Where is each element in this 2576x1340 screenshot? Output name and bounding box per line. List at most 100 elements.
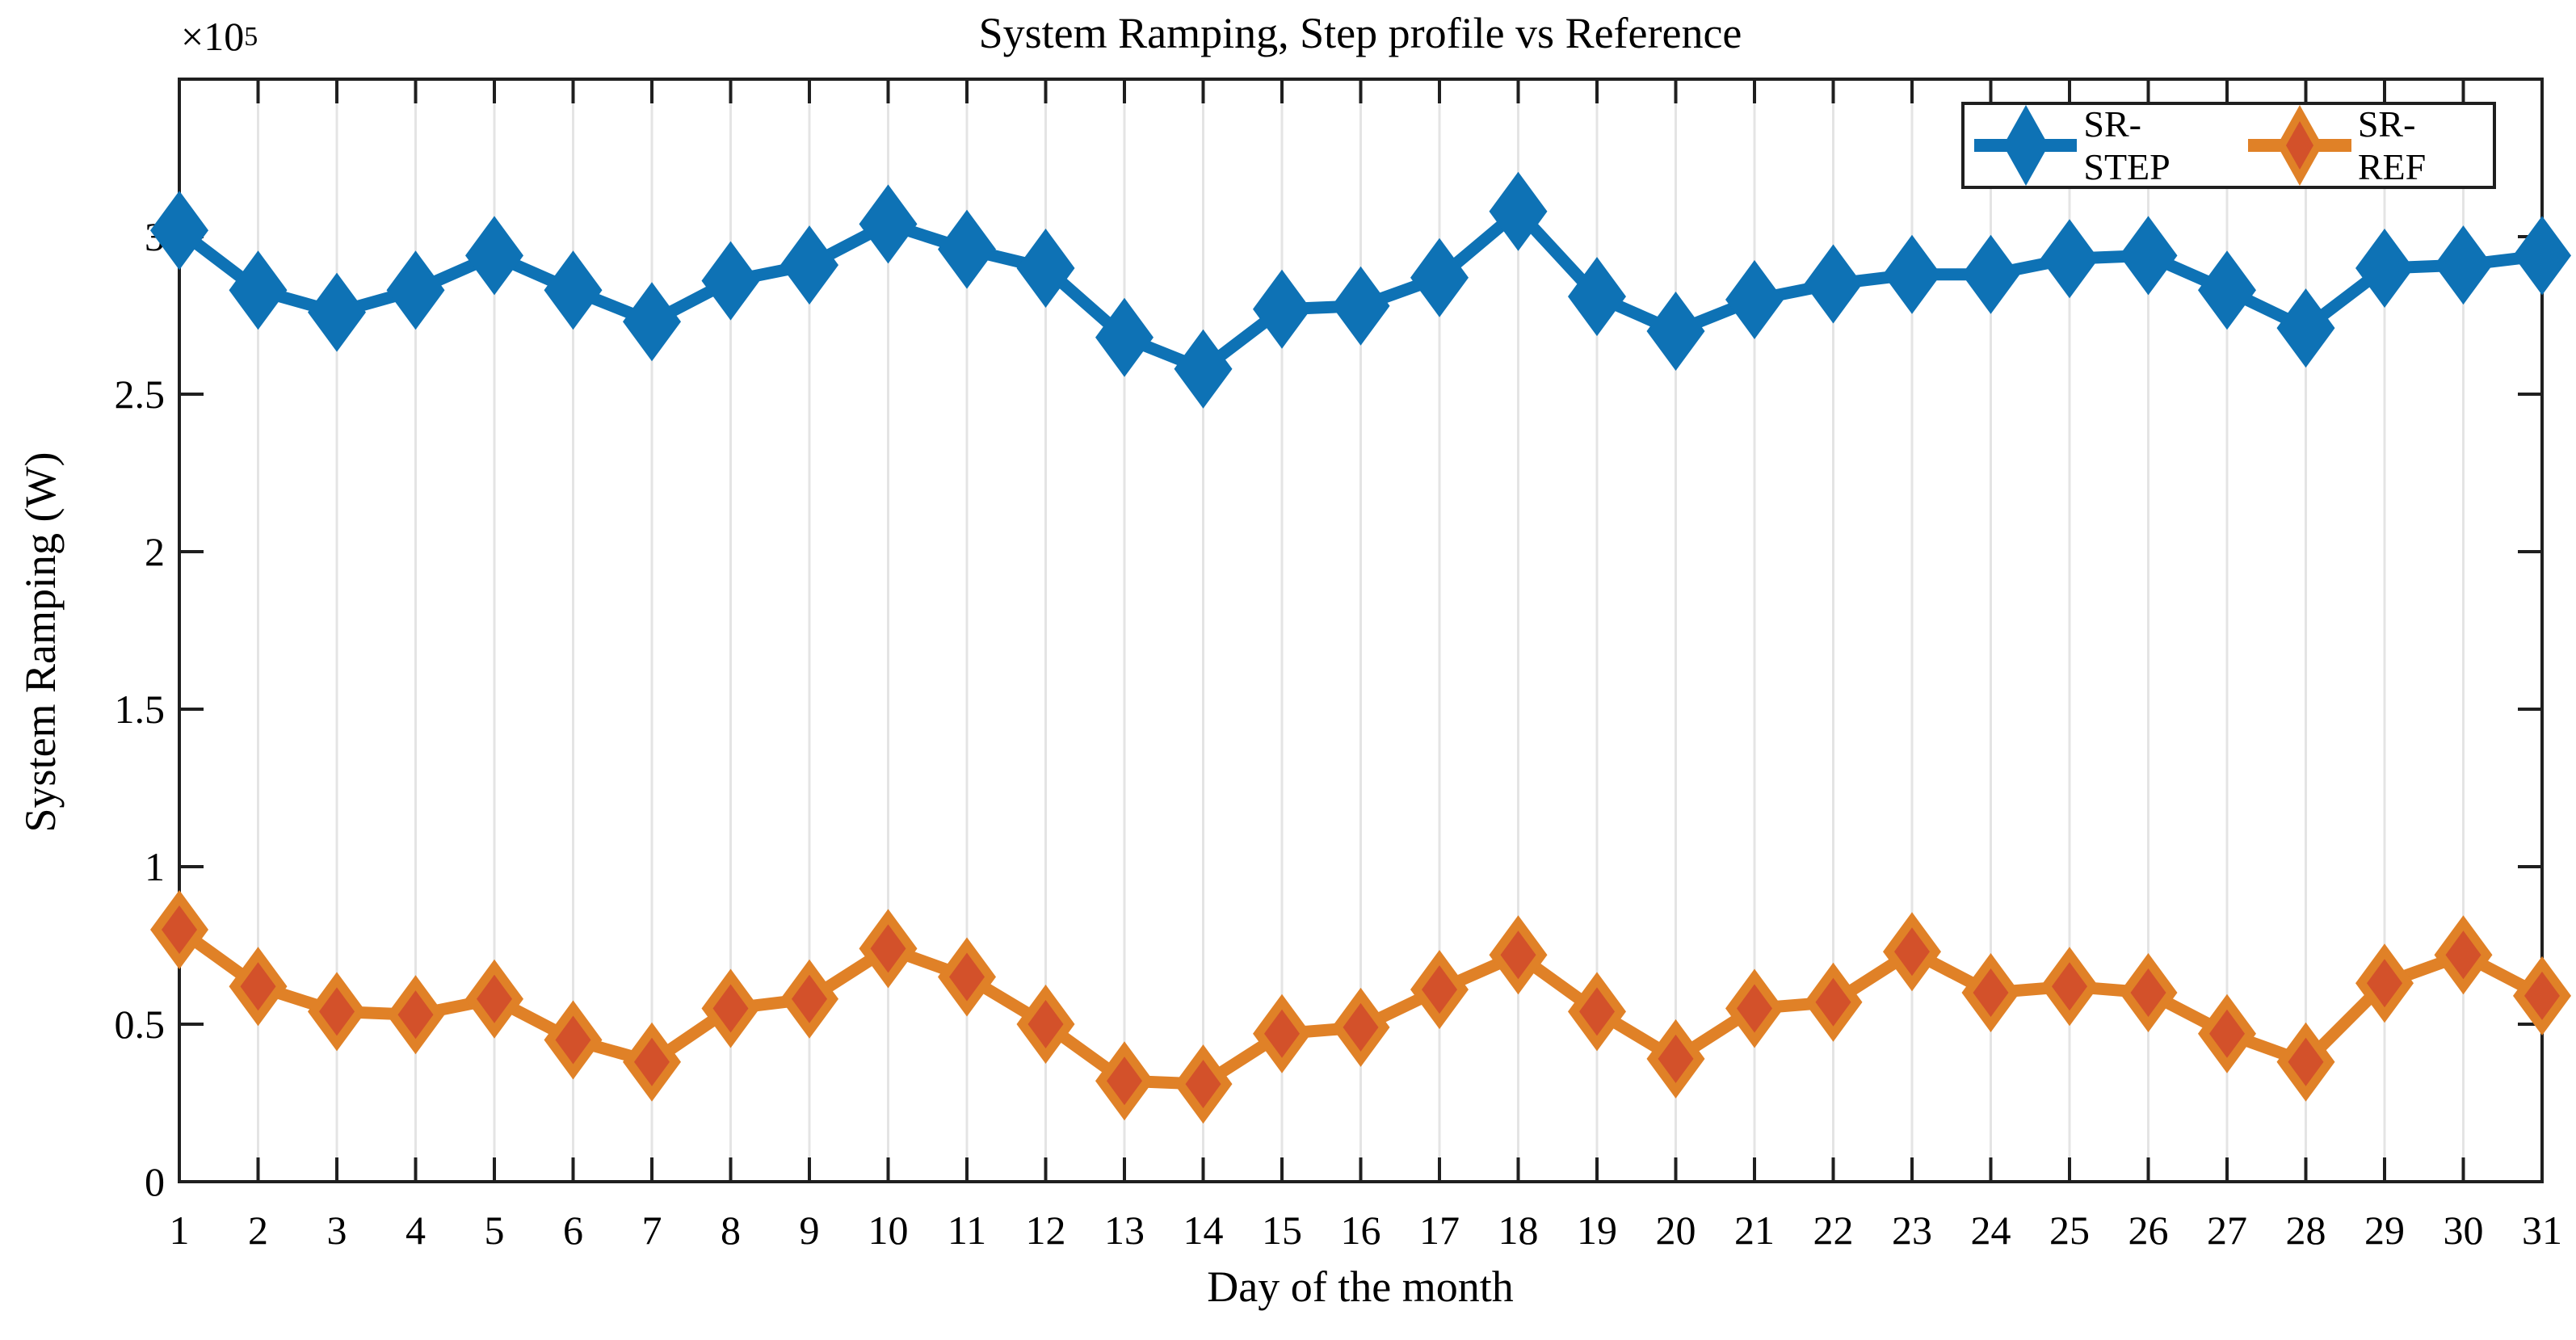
sr-step-marker [1331, 266, 1390, 346]
sr-ref-marker-face [162, 905, 197, 954]
sr-ref-marker-face [1422, 965, 1457, 1014]
sr-ref-marker-face [2052, 962, 2087, 1011]
x-tick-label: 24 [1971, 1208, 2011, 1253]
legend-label-sr-ref: SR-REF [2357, 103, 2427, 187]
sr-step-marker [701, 241, 760, 321]
sr-ref-marker-face [634, 1037, 670, 1086]
sr-ref-marker-face [1027, 1000, 1064, 1048]
x-tick-label: 2 [248, 1208, 268, 1253]
x-tick-label: 8 [721, 1208, 741, 1253]
sr-step-marker [2040, 219, 2099, 299]
x-tick-label: 19 [1577, 1208, 1617, 1253]
sr-ref-marker-face [477, 974, 512, 1023]
legend-entry-sr-step: SR-STEP [1974, 103, 2227, 188]
sr-step-marker [465, 216, 523, 296]
x-tick-label: 28 [2286, 1208, 2326, 1253]
sr-ref-marker-face [1185, 1060, 1221, 1109]
y-tick-label: 1.5 [115, 687, 166, 732]
y-axis-multiplier: ×105 [181, 13, 258, 60]
x-tick-label: 6 [563, 1208, 583, 1253]
x-tick-label: 3 [327, 1208, 347, 1253]
sr-ref-marker-face [712, 984, 749, 1033]
x-tick-label: 9 [800, 1208, 820, 1253]
x-tick-label: 5 [485, 1208, 505, 1253]
x-tick-label: 11 [948, 1208, 986, 1253]
legend-entry-sr-ref: SR-REF [2248, 103, 2483, 188]
x-tick-label: 17 [1419, 1208, 1460, 1253]
sr-step-marker [859, 184, 918, 264]
sr-step-marker [229, 250, 288, 330]
y-axis-label: System Ramping (W) [16, 452, 65, 833]
sr-step-legend-marker-icon [1974, 105, 2078, 186]
sr-step-marker [1174, 329, 1233, 409]
sr-ref-marker-face [240, 962, 276, 1011]
x-tick-label: 13 [1104, 1208, 1145, 1253]
sr-ref-marker-face [1500, 930, 1536, 980]
sr-ref-marker-face [1343, 1002, 1379, 1052]
sr-ref-marker-face [1737, 984, 1772, 1033]
sr-step-marker [1253, 269, 1311, 349]
sr-step-marker [1016, 229, 1075, 308]
sr-ref-marker-face [319, 987, 355, 1036]
x-tick-label: 16 [1341, 1208, 1381, 1253]
sr-ref-marker-face [2445, 930, 2481, 980]
x-tick-label: 15 [1262, 1208, 1302, 1253]
sr-ref-marker-face [1579, 987, 1615, 1036]
sr-ref-marker-face [2209, 1009, 2245, 1058]
sr-step-marker [1883, 234, 1941, 314]
y-tick-label: 1 [145, 844, 165, 889]
sr-ref-marker-face [1973, 968, 2009, 1017]
y-tick-label: 0 [145, 1159, 165, 1204]
x-tick-label: 26 [2128, 1208, 2169, 1253]
sr-ref-marker-face [870, 924, 906, 973]
x-tick-label: 23 [1892, 1208, 1932, 1253]
sr-ref-marker-face [949, 952, 985, 1002]
x-tick-label: 31 [2522, 1208, 2562, 1253]
sr-ref-marker-face [2288, 1037, 2324, 1086]
sr-step-marker [938, 209, 996, 289]
sr-step-marker [1804, 244, 1863, 324]
sr-ref-legend-marker-icon [2248, 105, 2351, 186]
sr-ref-marker-face [397, 990, 434, 1040]
sr-ref-marker-face [2524, 971, 2560, 1020]
sr-step-marker [2119, 216, 2178, 296]
y-axis-multiplier-base: ×10 [181, 14, 245, 59]
x-tick-label: 14 [1183, 1208, 1224, 1253]
sr-step-marker [2434, 225, 2493, 305]
sr-ref-marker-face [2130, 968, 2166, 1017]
y-tick-label: 2 [145, 529, 165, 574]
x-tick-label: 18 [1498, 1208, 1539, 1253]
sr-step-marker [1489, 171, 1548, 251]
sr-step-marker [623, 282, 681, 362]
sr-step-marker [2513, 216, 2571, 296]
x-tick-label: 29 [2364, 1208, 2405, 1253]
chart-title: System Ramping, Step profile vs Referenc… [978, 9, 1742, 57]
sr-step-marker [544, 250, 603, 330]
sr-step-marker [1646, 292, 1705, 371]
sr-step-marker [386, 250, 445, 330]
x-tick-label: 22 [1813, 1208, 1854, 1253]
sr-step-marker [1095, 297, 1154, 377]
sr-ref-marker-face [555, 1015, 591, 1065]
y-axis-multiplier-exponent: 5 [244, 22, 258, 52]
sr-step-marker [1410, 237, 1469, 317]
sr-step-marker [2198, 250, 2256, 330]
x-tick-label: 30 [2444, 1208, 2484, 1253]
sr-step-marker [1961, 234, 2020, 314]
x-tick-label: 1 [170, 1208, 190, 1253]
y-tick-label: 0.5 [115, 1002, 166, 1047]
x-tick-label: 4 [406, 1208, 426, 1253]
x-tick-label: 7 [642, 1208, 662, 1253]
sr-step-marker [780, 225, 838, 305]
x-tick-label: 21 [1734, 1208, 1775, 1253]
sr-ref-marker-face [1815, 977, 1851, 1027]
sr-ref-marker-face [1658, 1034, 1694, 1083]
sr-ref-marker-face [1894, 927, 1930, 977]
x-axis-label: Day of the month [1207, 1262, 1514, 1311]
y-tick-label: 2.5 [115, 372, 166, 417]
x-tick-label: 10 [868, 1208, 909, 1253]
sr-step-marker [308, 272, 366, 352]
x-tick-label: 25 [2049, 1208, 2090, 1253]
